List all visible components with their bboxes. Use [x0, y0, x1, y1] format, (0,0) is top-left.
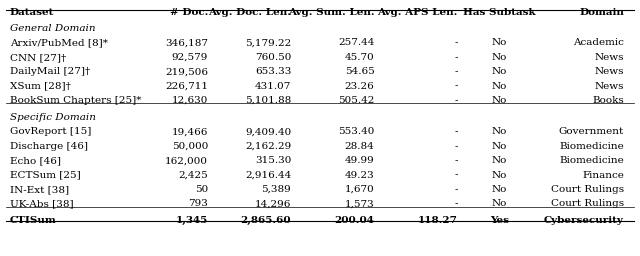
- Text: -: -: [454, 170, 458, 179]
- Text: 2,162.29: 2,162.29: [245, 142, 291, 151]
- Text: 19,466: 19,466: [172, 127, 208, 136]
- Text: 49.99: 49.99: [345, 156, 374, 165]
- Text: -: -: [454, 185, 458, 194]
- Text: -: -: [454, 67, 458, 76]
- Text: No: No: [492, 82, 507, 91]
- Text: 346,187: 346,187: [165, 38, 208, 47]
- Text: No: No: [492, 53, 507, 62]
- Text: Biomedicine: Biomedicine: [559, 142, 624, 151]
- Text: -: -: [454, 53, 458, 62]
- Text: IN-Ext [38]: IN-Ext [38]: [10, 185, 68, 194]
- Text: 49.23: 49.23: [345, 170, 374, 179]
- Text: No: No: [492, 67, 507, 76]
- Text: Academic: Academic: [573, 38, 624, 47]
- Text: 12,630: 12,630: [172, 96, 208, 105]
- Text: 2,425: 2,425: [179, 170, 208, 179]
- Text: Dataset: Dataset: [10, 8, 54, 17]
- Text: No: No: [492, 156, 507, 165]
- Text: 2,865.60: 2,865.60: [241, 217, 291, 226]
- Text: Arxiv/PubMed [8]*: Arxiv/PubMed [8]*: [10, 38, 108, 47]
- Text: GovReport [15]: GovReport [15]: [10, 127, 91, 136]
- Text: 5,179.22: 5,179.22: [245, 38, 291, 47]
- Text: Specific Domain: Specific Domain: [10, 113, 95, 122]
- Text: 1,573: 1,573: [345, 199, 374, 208]
- Text: Finance: Finance: [582, 170, 624, 179]
- Text: # Doc.: # Doc.: [170, 8, 208, 17]
- Text: CTISum: CTISum: [10, 217, 56, 226]
- Text: General Domain: General Domain: [10, 24, 95, 33]
- Text: 54.65: 54.65: [345, 67, 374, 76]
- Text: Biomedicine: Biomedicine: [559, 156, 624, 165]
- Text: -: -: [454, 127, 458, 136]
- Text: No: No: [492, 142, 507, 151]
- Text: Yes: Yes: [490, 217, 509, 226]
- Text: ECTSum [25]: ECTSum [25]: [10, 170, 81, 179]
- Text: 50: 50: [195, 185, 208, 194]
- Text: Cybersecurity: Cybersecurity: [544, 217, 624, 226]
- Text: Court Rulings: Court Rulings: [551, 199, 624, 208]
- Text: 219,506: 219,506: [165, 67, 208, 76]
- Text: 2,916.44: 2,916.44: [245, 170, 291, 179]
- Text: Avg. Doc. Len.: Avg. Doc. Len.: [208, 8, 291, 17]
- Text: -: -: [454, 38, 458, 47]
- Text: News: News: [595, 53, 624, 62]
- Text: Books: Books: [592, 96, 624, 105]
- Text: -: -: [454, 156, 458, 165]
- Text: Avg. Sum. Len.: Avg. Sum. Len.: [288, 8, 374, 17]
- Text: News: News: [595, 67, 624, 76]
- Text: 226,711: 226,711: [165, 82, 208, 91]
- Text: 14,296: 14,296: [255, 199, 291, 208]
- Text: 45.70: 45.70: [345, 53, 374, 62]
- Text: -: -: [454, 199, 458, 208]
- Text: 9,409.40: 9,409.40: [245, 127, 291, 136]
- Text: 553.40: 553.40: [338, 127, 374, 136]
- Text: -: -: [454, 142, 458, 151]
- Text: 431.07: 431.07: [255, 82, 291, 91]
- Text: 257.44: 257.44: [338, 38, 374, 47]
- Text: 5,389: 5,389: [262, 185, 291, 194]
- Text: BookSum Chapters [25]*: BookSum Chapters [25]*: [10, 96, 141, 105]
- Text: Has Subtask: Has Subtask: [463, 8, 536, 17]
- Text: No: No: [492, 199, 507, 208]
- Text: News: News: [595, 82, 624, 91]
- Text: Avg. APS Len.: Avg. APS Len.: [377, 8, 458, 17]
- Text: 760.50: 760.50: [255, 53, 291, 62]
- Text: No: No: [492, 170, 507, 179]
- Text: 50,000: 50,000: [172, 142, 208, 151]
- Text: CNN [27]†: CNN [27]†: [10, 53, 66, 62]
- Text: 5,101.88: 5,101.88: [245, 96, 291, 105]
- Text: No: No: [492, 127, 507, 136]
- Text: 200.04: 200.04: [335, 217, 374, 226]
- Text: No: No: [492, 38, 507, 47]
- Text: Echo [46]: Echo [46]: [10, 156, 61, 165]
- Text: 1,345: 1,345: [176, 217, 208, 226]
- Text: 653.33: 653.33: [255, 67, 291, 76]
- Text: Government: Government: [559, 127, 624, 136]
- Text: 118.27: 118.27: [418, 217, 458, 226]
- Text: Domain: Domain: [579, 8, 624, 17]
- Text: No: No: [492, 96, 507, 105]
- Text: DailyMail [27]†: DailyMail [27]†: [10, 67, 90, 76]
- Text: 1,670: 1,670: [345, 185, 374, 194]
- Text: -: -: [454, 96, 458, 105]
- Text: Court Rulings: Court Rulings: [551, 185, 624, 194]
- Text: 23.26: 23.26: [345, 82, 374, 91]
- Text: No: No: [492, 185, 507, 194]
- Text: 793: 793: [188, 199, 208, 208]
- Text: Discharge [46]: Discharge [46]: [10, 142, 88, 151]
- Text: XSum [28]†: XSum [28]†: [10, 82, 70, 91]
- Text: 162,000: 162,000: [165, 156, 208, 165]
- Text: UK-Abs [38]: UK-Abs [38]: [10, 199, 73, 208]
- Text: 28.84: 28.84: [345, 142, 374, 151]
- Text: 315.30: 315.30: [255, 156, 291, 165]
- Text: 92,579: 92,579: [172, 53, 208, 62]
- Text: 505.42: 505.42: [338, 96, 374, 105]
- Text: -: -: [454, 82, 458, 91]
